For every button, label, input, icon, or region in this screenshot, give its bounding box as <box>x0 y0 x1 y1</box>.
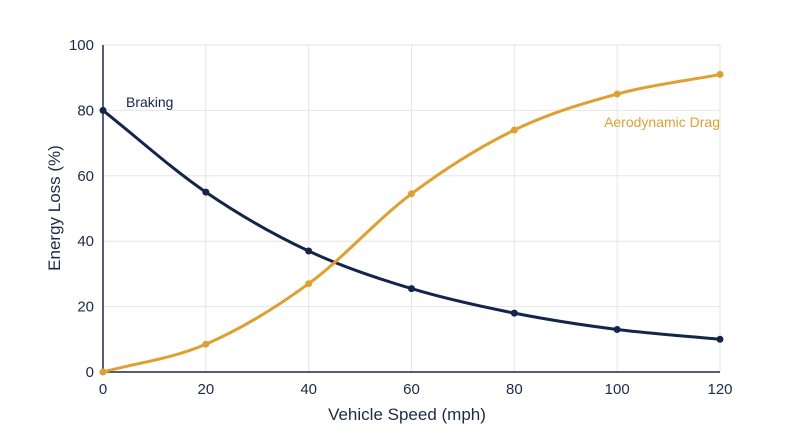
y-tick-label: 100 <box>69 37 94 54</box>
data-point-aerodynamic-drag <box>99 368 107 376</box>
x-tick-label: 60 <box>403 381 420 398</box>
grid <box>103 44 721 372</box>
series <box>99 70 724 376</box>
x-axis-title: Vehicle Speed (mph) <box>328 405 486 424</box>
tick-labels: 0 20 40 60 80 100 0 20 40 60 80 100 120 <box>69 37 733 398</box>
x-tick-label: 40 <box>300 381 317 398</box>
data-point-braking <box>408 285 415 293</box>
axes <box>102 45 720 373</box>
y-tick-label: 40 <box>77 233 94 250</box>
x-tick-label: 80 <box>506 381 523 398</box>
data-point-aerodynamic-drag <box>510 126 518 134</box>
data-point-braking <box>202 188 210 196</box>
x-tick-label: 100 <box>605 381 630 398</box>
y-tick-label: 20 <box>77 299 94 316</box>
x-tick-label: 120 <box>707 381 732 398</box>
data-point-braking <box>510 309 518 317</box>
series-label-aerodynamic-drag: Aerodynamic Drag <box>604 114 720 130</box>
data-point-braking <box>305 247 313 255</box>
y-tick-label: 80 <box>77 102 94 119</box>
x-tick-label: 20 <box>197 381 214 398</box>
data-point-braking <box>613 325 621 333</box>
data-point-aerodynamic-drag <box>202 340 210 348</box>
data-point-aerodynamic-drag <box>716 70 724 78</box>
data-point-braking <box>99 106 107 114</box>
y-tick-label: 60 <box>77 168 94 185</box>
x-tick-label: 0 <box>99 381 107 398</box>
data-point-aerodynamic-drag <box>305 280 313 288</box>
series-label-braking: Braking <box>126 94 173 110</box>
y-tick-label: 0 <box>86 364 94 381</box>
y-axis-title: Energy Loss (%) <box>45 145 64 271</box>
data-point-aerodynamic-drag <box>613 90 621 98</box>
data-point-braking <box>716 335 724 343</box>
series-labels: Braking Aerodynamic Drag <box>126 94 720 130</box>
data-point-aerodynamic-drag <box>408 190 415 198</box>
